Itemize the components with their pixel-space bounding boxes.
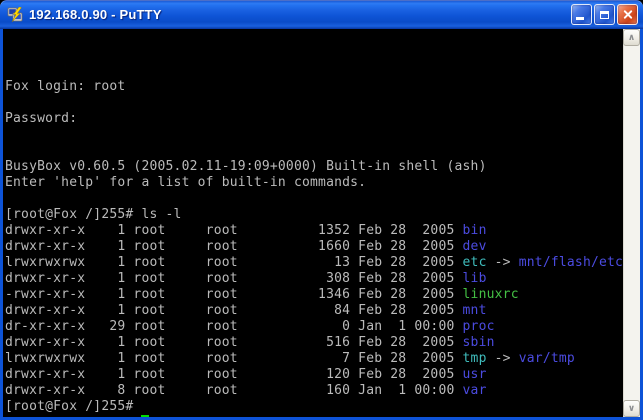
terminal-line: drwxr-xr-x 1 root root 1660 Feb 28 2005 … — [5, 239, 487, 254]
terminal-line: Password: — [5, 111, 78, 126]
file-name: proc — [462, 319, 495, 334]
terminal-line: Fox login: root — [5, 79, 126, 94]
terminal-line: drwxr-xr-x 1 root root 120 Feb 28 2005 u… — [5, 367, 487, 382]
terminal-line: drwxr-xr-x 8 root root 160 Jan 1 00:00 v… — [5, 383, 487, 398]
scrollbar-track[interactable] — [623, 46, 640, 400]
close-icon — [622, 9, 633, 20]
terminal-line: [root@Fox /]255# — [5, 415, 623, 417]
scroll-up-icon: ∧ — [627, 32, 636, 43]
window-controls — [571, 4, 638, 25]
symlink-target: mnt/flash/etc — [518, 255, 623, 270]
scroll-down-icon: ∨ — [627, 403, 636, 414]
minimize-icon — [576, 17, 584, 20]
terminal-line: drwxr-xr-x 1 root root 84 Feb 28 2005 mn… — [5, 303, 487, 318]
close-button[interactable] — [617, 4, 638, 25]
scrollbar[interactable]: ∧ ∨ — [623, 29, 640, 417]
terminal-line: lrwxrwxrwx 1 root root 7 Feb 28 2005 tmp… — [5, 351, 575, 366]
file-name: sbin — [462, 335, 495, 350]
scroll-down-button[interactable]: ∨ — [623, 400, 640, 417]
symlink-target: var/tmp — [518, 351, 575, 366]
window-body: Fox login: root Password: BusyBox v0.60.… — [3, 29, 640, 417]
terminal-line: [root@Fox /]255# ls -l — [5, 207, 182, 222]
file-name: tmp — [462, 351, 487, 366]
terminal-line: [root@Fox /]255# — [5, 399, 134, 414]
title-bar[interactable]: 192.168.0.90 - PuTTY — [0, 0, 643, 29]
terminal-cursor — [141, 415, 150, 417]
terminal-line: lrwxrwxrwx 1 root root 13 Feb 28 2005 et… — [5, 255, 623, 270]
terminal-screen[interactable]: Fox login: root Password: BusyBox v0.60.… — [3, 29, 623, 417]
terminal-line — [5, 191, 623, 207]
minimize-button[interactable] — [571, 4, 592, 25]
maximize-button[interactable] — [594, 4, 615, 25]
file-name: usr — [462, 367, 487, 382]
file-name: lib — [462, 271, 487, 286]
terminal-line: drwxr-xr-x 1 root root 516 Feb 28 2005 s… — [5, 335, 495, 350]
putty-terminals-icon[interactable] — [7, 6, 23, 23]
terminal-output: Fox login: root Password: BusyBox v0.60.… — [5, 79, 623, 417]
terminal-line — [5, 143, 623, 159]
terminal-line: dr-xr-xr-x 29 root root 0 Jan 1 00:00 pr… — [5, 319, 495, 334]
file-name: bin — [462, 223, 487, 238]
window-title: 192.168.0.90 - PuTTY — [29, 7, 162, 22]
terminal-line — [5, 127, 623, 143]
terminal-line: BusyBox v0.60.5 (2005.02.11-19:09+0000) … — [5, 159, 487, 174]
file-name: mnt — [462, 303, 487, 318]
terminal-line: drwxr-xr-x 1 root root 308 Feb 28 2005 l… — [5, 271, 487, 286]
file-name: linuxrc — [462, 287, 519, 302]
terminal-line: Enter 'help' for a list of built-in comm… — [5, 175, 367, 190]
maximize-icon — [600, 10, 609, 19]
file-name: etc — [462, 255, 487, 270]
terminal-line: drwxr-xr-x 1 root root 1352 Feb 28 2005 … — [5, 223, 487, 238]
terminal-line: -rwxr-xr-x 1 root root 1346 Feb 28 2005 … — [5, 287, 519, 302]
terminal-line — [5, 95, 623, 111]
scroll-up-button[interactable]: ∧ — [623, 29, 640, 46]
file-name: var — [462, 383, 487, 398]
file-name: dev — [462, 239, 487, 254]
